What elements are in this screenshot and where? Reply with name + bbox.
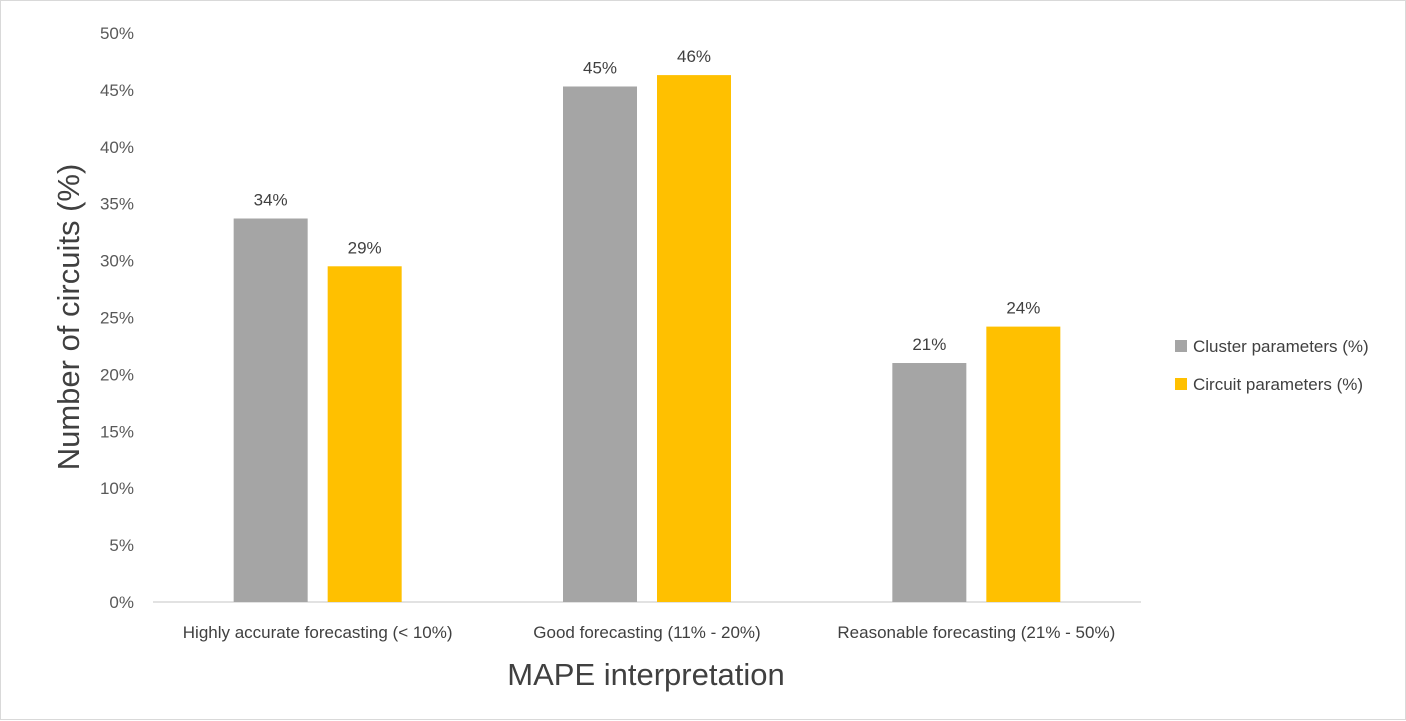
y-tick-label: 30% xyxy=(100,252,134,271)
bar xyxy=(233,218,308,602)
x-category-label: Good forecasting (11% - 20%) xyxy=(533,623,760,642)
x-axis-categories: Highly accurate forecasting (< 10%) Good … xyxy=(183,623,1115,642)
y-tick-label: 5% xyxy=(109,536,134,555)
data-label: 29% xyxy=(348,238,382,257)
x-category-label: Highly accurate forecasting (< 10%) xyxy=(183,623,453,642)
y-tick-label: 10% xyxy=(100,479,134,498)
y-tick-label: 15% xyxy=(100,422,134,441)
y-tick-label: 45% xyxy=(100,81,134,100)
y-tick-label: 35% xyxy=(100,195,134,214)
data-labels-group: 34% 29% 45% 46% 21% 24% xyxy=(254,47,1041,354)
y-tick-label: 40% xyxy=(100,138,134,157)
y-tick-label: 0% xyxy=(109,593,134,612)
y-axis-ticks: 0% 5% 10% 15% 20% 25% 30% 35% 40% 45% 50% xyxy=(100,24,134,612)
legend-label: Cluster parameters (%) xyxy=(1193,337,1369,356)
x-category-label: Reasonable forecasting (21% - 50%) xyxy=(837,623,1115,642)
bar xyxy=(563,86,637,602)
y-tick-label: 50% xyxy=(100,24,134,43)
bar xyxy=(986,326,1061,602)
data-label: 34% xyxy=(254,190,288,209)
y-tick-label: 20% xyxy=(100,365,134,384)
bar xyxy=(892,363,967,602)
data-label: 45% xyxy=(583,58,617,77)
bar xyxy=(327,266,402,602)
data-label: 24% xyxy=(1006,299,1040,318)
data-label: 21% xyxy=(912,335,946,354)
bar xyxy=(657,75,731,602)
x-axis-title: MAPE interpretation xyxy=(507,657,784,692)
y-axis-title: Number of circuits (%) xyxy=(51,164,86,471)
legend-swatch xyxy=(1175,340,1187,352)
y-tick-label: 25% xyxy=(100,309,134,328)
bars-group xyxy=(233,75,1061,602)
legend-swatch xyxy=(1175,378,1187,390)
legend-label: Circuit parameters (%) xyxy=(1193,375,1363,394)
legend: Cluster parameters (%) Circuit parameters… xyxy=(1175,337,1369,394)
data-label: 46% xyxy=(677,47,711,66)
